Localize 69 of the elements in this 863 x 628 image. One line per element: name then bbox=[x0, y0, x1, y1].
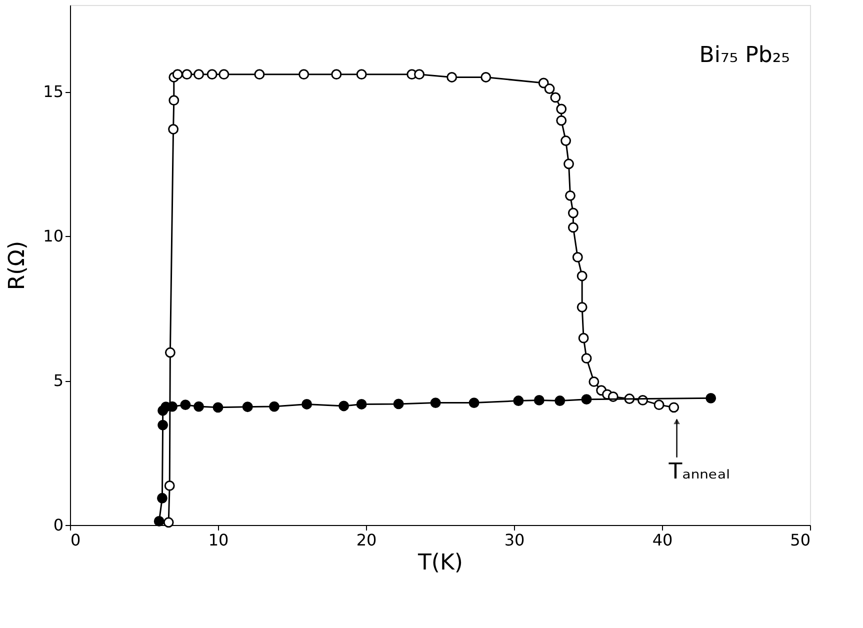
y-tick-label: 0 bbox=[53, 516, 64, 534]
point bbox=[254, 69, 265, 80]
point bbox=[568, 222, 578, 233]
point bbox=[393, 398, 404, 410]
point bbox=[560, 136, 572, 146]
point bbox=[581, 394, 592, 405]
point bbox=[164, 347, 176, 358]
x-axis-title: T(K) bbox=[416, 550, 464, 576]
point bbox=[206, 69, 218, 80]
y-axis-title: R(Ω) bbox=[5, 240, 30, 290]
point bbox=[556, 115, 567, 126]
point bbox=[180, 400, 191, 410]
point bbox=[544, 84, 555, 94]
point bbox=[269, 401, 280, 412]
point bbox=[668, 402, 680, 413]
point bbox=[581, 353, 592, 364]
point bbox=[212, 402, 224, 413]
point bbox=[572, 252, 583, 262]
point bbox=[564, 158, 574, 170]
point bbox=[167, 401, 178, 412]
x-tick-label: 40 bbox=[652, 530, 673, 550]
y-tick-label: 5 bbox=[53, 371, 64, 390]
x-tick-label: 20 bbox=[356, 530, 377, 550]
point bbox=[164, 480, 175, 491]
point bbox=[480, 72, 492, 82]
point bbox=[356, 69, 367, 80]
point bbox=[513, 396, 524, 406]
x-tick-label: 30 bbox=[504, 530, 525, 550]
point bbox=[194, 401, 204, 412]
point bbox=[154, 516, 164, 526]
point bbox=[654, 400, 664, 410]
point bbox=[554, 396, 566, 406]
point bbox=[550, 92, 561, 103]
point bbox=[588, 376, 600, 387]
point bbox=[565, 190, 576, 201]
point bbox=[568, 208, 578, 218]
point bbox=[194, 69, 204, 80]
point bbox=[331, 69, 342, 80]
point bbox=[468, 398, 480, 408]
point bbox=[218, 69, 230, 80]
point bbox=[538, 78, 549, 88]
y-tick-label: 15 bbox=[43, 82, 64, 102]
point bbox=[414, 69, 424, 80]
x-tick-label: 50 bbox=[790, 530, 810, 550]
point bbox=[158, 420, 168, 430]
point bbox=[534, 394, 544, 406]
point bbox=[168, 95, 180, 106]
point bbox=[446, 72, 458, 82]
annotation: Tₐₙₙₑₐₗ bbox=[668, 459, 730, 484]
point bbox=[302, 399, 312, 410]
point bbox=[156, 492, 168, 504]
point bbox=[338, 400, 350, 412]
point bbox=[242, 402, 253, 412]
point bbox=[576, 302, 588, 312]
point bbox=[172, 69, 183, 80]
x-tick-label: 10 bbox=[208, 530, 229, 550]
point bbox=[430, 398, 441, 408]
point bbox=[556, 104, 567, 114]
y-tick-label: 10 bbox=[43, 226, 64, 246]
point bbox=[182, 69, 192, 80]
point bbox=[576, 270, 588, 282]
point bbox=[163, 517, 174, 528]
point bbox=[706, 392, 716, 404]
point bbox=[578, 332, 589, 344]
point bbox=[356, 399, 367, 410]
point bbox=[298, 69, 310, 80]
point bbox=[168, 124, 179, 134]
x-tick-label: 0 bbox=[70, 530, 81, 550]
text: Bi₇₅ Pb₂₅ bbox=[699, 43, 790, 68]
